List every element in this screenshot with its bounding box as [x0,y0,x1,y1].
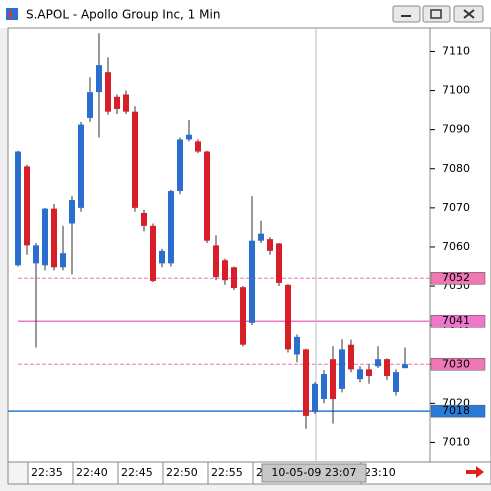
candle-body [33,245,39,264]
plot-area [7,27,431,463]
y-tick-label: 7080 [442,162,470,175]
candle-body [132,111,138,208]
candle-body [123,94,129,112]
candle-body [213,245,219,278]
x-tick-label: 23:10 [364,466,396,479]
candle-body [303,349,309,416]
close-icon [463,9,475,19]
candle-body [105,72,111,112]
candle-body [141,212,147,226]
candle-body [384,359,390,376]
candle-body [222,260,228,281]
x-tick-label: 22:45 [121,466,153,479]
x-tick-label: 22:55 [211,466,243,479]
candle-body [402,364,408,369]
y-tick-label: 7100 [442,84,470,97]
window-title: S.APOL - Apollo Group Inc, 1 Min [26,8,220,22]
x-tick-label: 22:40 [76,466,108,479]
candle-body [285,284,291,350]
candle-body [195,141,201,152]
y-tick-label: 7090 [442,123,470,136]
y-tick-label: 7060 [442,240,470,253]
candle-body [339,349,345,389]
maximize-icon [430,9,442,19]
candle-body [42,208,48,266]
candle-body [150,225,156,281]
candle-body [321,374,327,400]
candle-body [249,240,255,323]
minimize-icon [401,15,411,17]
candle-body [366,369,372,376]
price-marker [430,314,486,328]
maximize-button[interactable] [422,5,451,23]
corner-box [7,461,29,485]
price-axis [429,27,491,463]
candle-body [204,151,210,241]
candle-body [96,65,102,93]
y-tick-label: 7070 [442,201,470,214]
candle-body [276,243,282,283]
price-marker-label: 7030 [442,357,470,370]
candle-body [393,372,399,393]
price-marker-label: 7018 [442,404,470,417]
candle-body [69,200,75,224]
y-tick-label: 7010 [442,435,470,448]
window-buttons [392,5,484,23]
candle-body [78,124,84,208]
candle-body [87,92,93,118]
candle-body [168,191,174,264]
candle-body [267,239,273,251]
candle-body [51,208,57,268]
candle-body [375,359,381,367]
x-tick-label: 22:35 [31,466,63,479]
candle-body [24,166,30,246]
y-tick-label: 7110 [442,44,470,57]
candle-body [312,383,318,412]
candle-body [357,369,363,380]
candle-body [114,96,120,109]
candle-body [159,250,165,264]
crosshair-label: 10-05-09 23:07 [271,466,356,479]
price-marker-label: 7052 [442,271,470,284]
candle-body [15,151,21,266]
candle-body [186,134,192,140]
crosshair-label-box [261,463,367,483]
price-marker-label: 7041 [442,314,470,327]
candle-body [330,359,336,400]
scroll-arrow[interactable] [466,466,484,478]
candle-body [294,336,300,355]
candle-body [240,287,246,345]
price-marker [430,271,486,285]
price-marker [430,404,486,418]
minimize-button[interactable] [392,5,421,23]
candle-body [231,267,237,289]
app-icon-bar [9,11,12,18]
candle-body [348,344,354,370]
candle-body [258,233,264,241]
price-marker [430,358,486,371]
candle-body [177,139,183,192]
candle-body [60,253,66,268]
x-tick-label: 22:50 [166,466,198,479]
